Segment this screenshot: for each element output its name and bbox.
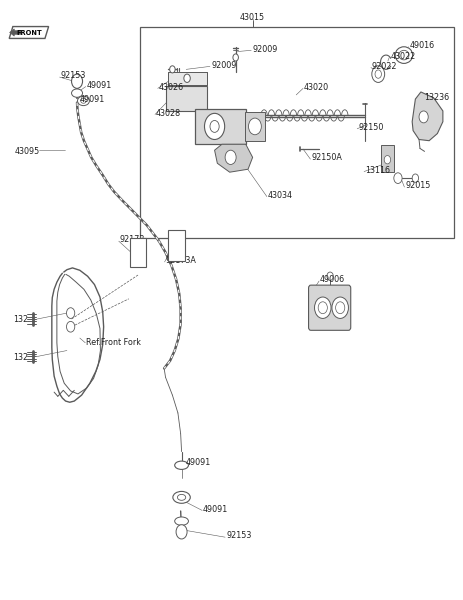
Text: 132: 132 [13,314,28,323]
Circle shape [232,54,238,61]
Text: 92009: 92009 [211,61,236,70]
Circle shape [411,174,418,182]
Ellipse shape [374,70,381,78]
Circle shape [314,297,330,319]
Text: 43034: 43034 [267,191,292,200]
Circle shape [66,308,75,319]
Bar [130,238,146,267]
Circle shape [169,233,174,240]
Text: 49091: 49091 [80,95,105,104]
Bar [165,86,206,111]
Text: 49091: 49091 [185,458,210,467]
Circle shape [66,322,75,332]
Circle shape [326,272,332,280]
Text: 92022: 92022 [371,62,396,71]
Text: 49091: 49091 [87,81,112,90]
Bar [380,145,393,172]
Circle shape [177,251,183,258]
Text: 43028: 43028 [156,109,181,118]
Text: 43095: 43095 [15,148,40,157]
Ellipse shape [173,491,190,503]
Circle shape [177,233,183,240]
Text: 92153: 92153 [60,71,86,80]
Text: 92173: 92173 [119,235,145,244]
Circle shape [71,74,82,88]
Circle shape [318,302,327,314]
Circle shape [383,155,390,164]
Polygon shape [9,26,49,38]
Circle shape [131,241,136,248]
Ellipse shape [81,98,86,103]
Ellipse shape [174,517,188,525]
Circle shape [139,241,144,248]
Circle shape [331,297,348,319]
Text: 43022: 43022 [389,52,414,61]
Text: 49006: 49006 [319,275,344,284]
Ellipse shape [177,494,185,500]
Circle shape [393,173,401,184]
Circle shape [418,111,427,123]
Ellipse shape [71,89,82,97]
Circle shape [248,118,261,135]
Circle shape [175,524,187,539]
Ellipse shape [394,47,412,64]
Text: 43026: 43026 [158,83,183,92]
Text: 43015: 43015 [239,13,265,22]
Text: 132: 132 [13,353,28,362]
Text: Ref.Front Fork: Ref.Front Fork [86,338,141,347]
Bar [168,72,206,85]
Bar [168,230,185,261]
Circle shape [183,74,190,82]
Circle shape [210,121,219,133]
Text: 13236: 13236 [424,94,449,103]
Circle shape [335,302,344,314]
Text: 92015: 92015 [404,181,430,190]
Ellipse shape [174,461,188,469]
Ellipse shape [77,96,89,106]
Text: 49091: 49091 [203,505,228,514]
Text: 92150: 92150 [357,123,382,132]
Circle shape [169,251,174,258]
Circle shape [139,257,144,265]
Text: 49016: 49016 [408,41,434,50]
Text: 43020: 43020 [303,83,328,92]
Ellipse shape [398,50,408,60]
Bar [244,112,265,140]
Bar [140,26,453,238]
Circle shape [169,66,175,73]
Polygon shape [411,92,442,140]
FancyBboxPatch shape [308,285,350,331]
Circle shape [225,150,236,164]
Text: 92009: 92009 [252,44,277,53]
Text: 92173A: 92173A [165,256,196,265]
Polygon shape [10,29,21,36]
Circle shape [131,257,136,265]
Text: 92153: 92153 [225,532,251,541]
Text: 13116: 13116 [364,166,389,175]
Text: FRONT: FRONT [16,29,42,35]
Text: 92150A: 92150A [311,154,341,163]
Bar [195,109,245,144]
Ellipse shape [371,66,384,82]
Circle shape [204,113,224,140]
Polygon shape [214,144,252,172]
